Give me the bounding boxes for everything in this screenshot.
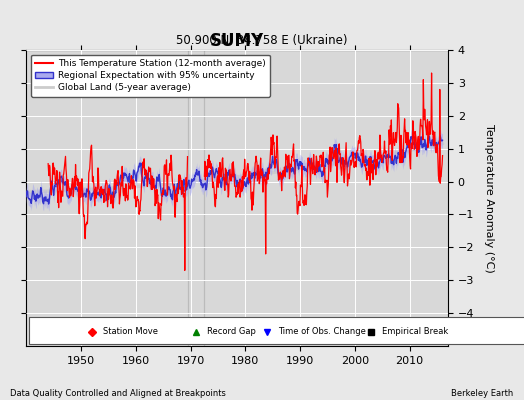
- Text: Berkeley Earth: Berkeley Earth: [451, 389, 514, 398]
- Text: 50.900 N, 34.758 E (Ukraine): 50.900 N, 34.758 E (Ukraine): [176, 34, 348, 47]
- Title: SUMY: SUMY: [210, 32, 264, 50]
- Text: Station Move: Station Move: [103, 327, 158, 336]
- Text: Time of Obs. Change: Time of Obs. Change: [278, 327, 366, 336]
- Y-axis label: Temperature Anomaly (°C): Temperature Anomaly (°C): [484, 124, 494, 272]
- Text: Empirical Break: Empirical Break: [383, 327, 449, 336]
- Text: Record Gap: Record Gap: [207, 327, 256, 336]
- FancyBboxPatch shape: [29, 317, 524, 344]
- Text: Data Quality Controlled and Aligned at Breakpoints: Data Quality Controlled and Aligned at B…: [10, 389, 226, 398]
- Legend: This Temperature Station (12-month average), Regional Expectation with 95% uncer: This Temperature Station (12-month avera…: [31, 54, 270, 97]
